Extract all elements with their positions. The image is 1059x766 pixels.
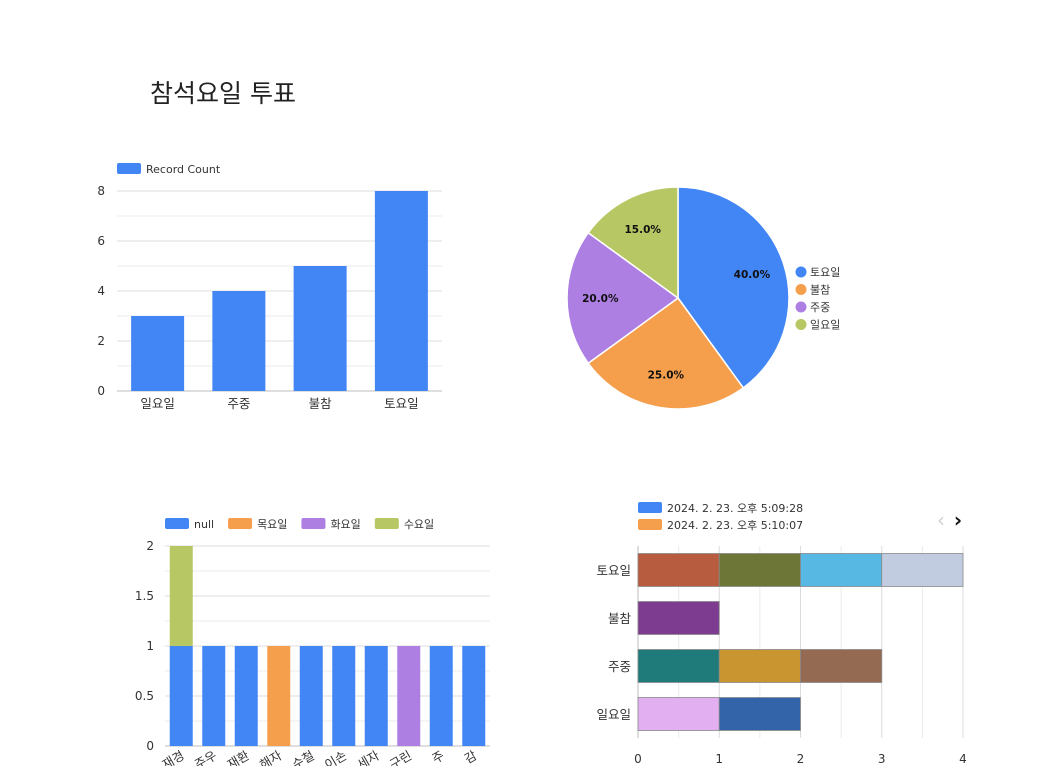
slice-label: 15.0% xyxy=(625,224,662,236)
bar-segment[interactable] xyxy=(234,646,258,746)
legend-label: 수요일 xyxy=(404,517,434,531)
pie-slice[interactable] xyxy=(587,296,745,410)
x-tick-label: 구린 xyxy=(387,748,414,766)
x-tick-label: 해자 xyxy=(257,747,285,766)
pie-slice[interactable] xyxy=(587,186,679,300)
x-tick-label: 일요일 xyxy=(140,396,175,411)
bar-segment[interactable] xyxy=(169,646,193,746)
y-tick-label: 2 xyxy=(146,539,154,553)
x-tick-label: 세자 xyxy=(354,747,382,766)
bar-segment[interactable] xyxy=(637,649,720,683)
bar-segment[interactable] xyxy=(397,646,421,746)
y-tick-label: 8 xyxy=(97,184,105,198)
legend-label: 2024. 2. 23. 오후 5:10:07 xyxy=(667,519,803,532)
bar-segment[interactable] xyxy=(637,553,720,587)
bar-segment[interactable] xyxy=(718,649,801,683)
legend-swatch xyxy=(165,518,189,529)
y-tick-label: 불참 xyxy=(608,611,632,626)
legend-label: null xyxy=(194,518,214,531)
y-tick-label: 0 xyxy=(146,739,154,753)
legend-next-icon[interactable]: › xyxy=(954,508,962,532)
y-tick-label: 0 xyxy=(97,384,105,398)
legend-label: 2024. 2. 23. 오후 5:09:28 xyxy=(667,502,803,515)
bar-segment[interactable] xyxy=(800,553,883,587)
y-tick-label: 0.5 xyxy=(135,689,154,703)
slice-label: 20.0% xyxy=(582,293,619,305)
x-tick-label: 1 xyxy=(715,752,723,766)
bar-segment[interactable] xyxy=(429,646,453,746)
y-tick-label: 4 xyxy=(97,284,105,298)
bar-segment[interactable] xyxy=(299,646,323,746)
slice-label: 25.0% xyxy=(648,370,685,382)
bar-segment[interactable] xyxy=(637,601,720,635)
legend-label: 화요일 xyxy=(330,517,360,531)
legend-swatch xyxy=(374,518,399,529)
x-tick-label: 재환 xyxy=(224,747,252,766)
x-tick-label: 2 xyxy=(797,752,805,766)
page-title: 참석요일 투표 xyxy=(150,79,296,108)
y-tick-label: 2 xyxy=(97,334,105,348)
bar-segment[interactable] xyxy=(800,649,883,683)
legend-swatch xyxy=(117,163,141,174)
x-tick-label: 주 xyxy=(429,748,446,766)
legend-swatch xyxy=(795,319,807,330)
slice-label: 40.0% xyxy=(734,269,771,281)
bar-segment[interactable] xyxy=(202,646,226,746)
bar[interactable] xyxy=(212,291,266,391)
x-tick-label: 불참 xyxy=(309,396,333,411)
legend-label: 불참 xyxy=(810,284,830,297)
x-tick-label: 이손 xyxy=(322,748,349,766)
bar-segment[interactable] xyxy=(462,646,486,746)
bar-segment[interactable] xyxy=(332,646,356,746)
bar[interactable] xyxy=(374,191,428,391)
bar[interactable] xyxy=(293,266,347,391)
legend-label: 목요일 xyxy=(257,517,287,531)
x-tick-label: 재경 xyxy=(159,748,186,766)
x-tick-label: 0 xyxy=(634,752,642,766)
y-tick-label: 1 xyxy=(146,639,154,653)
pie-slice[interactable] xyxy=(566,231,680,365)
legend-label: 주중 xyxy=(810,301,830,314)
bar-segment[interactable] xyxy=(881,553,964,587)
legend-swatch xyxy=(228,518,253,529)
y-tick-label: 토요일 xyxy=(596,563,631,578)
legend-label: Record Count xyxy=(146,163,221,176)
x-tick-label: 4 xyxy=(959,752,967,766)
x-tick-label: 주우 xyxy=(192,748,219,766)
y-tick-label: 일요일 xyxy=(596,707,631,722)
bar-segment[interactable] xyxy=(364,646,388,746)
x-tick-label: 3 xyxy=(878,752,886,766)
legend-swatch xyxy=(795,301,807,313)
y-tick-label: 6 xyxy=(97,234,105,248)
bar-segment[interactable] xyxy=(637,697,720,731)
legend-swatch xyxy=(638,502,662,513)
legend-label: 일요일 xyxy=(810,318,840,332)
legend-swatch xyxy=(301,518,326,529)
pie-slice[interactable] xyxy=(677,186,790,389)
legend-label: 토요일 xyxy=(810,265,840,279)
legend-prev-icon[interactable]: ‹ xyxy=(937,508,945,532)
bar-segment[interactable] xyxy=(718,697,801,731)
x-tick-label: 수철 xyxy=(289,748,316,766)
bar-segment[interactable] xyxy=(169,546,193,646)
bar-segment[interactable] xyxy=(267,646,291,746)
bar-segment[interactable] xyxy=(718,553,801,587)
bar[interactable] xyxy=(131,316,185,391)
legend-swatch xyxy=(638,519,662,530)
x-tick-label: 토요일 xyxy=(384,396,419,411)
x-tick-label: 주중 xyxy=(227,396,250,411)
y-tick-label: 1.5 xyxy=(135,589,154,603)
legend-swatch xyxy=(795,266,807,278)
y-tick-label: 주중 xyxy=(608,659,631,674)
x-tick-label: 감 xyxy=(462,747,480,766)
legend-swatch xyxy=(795,284,807,295)
